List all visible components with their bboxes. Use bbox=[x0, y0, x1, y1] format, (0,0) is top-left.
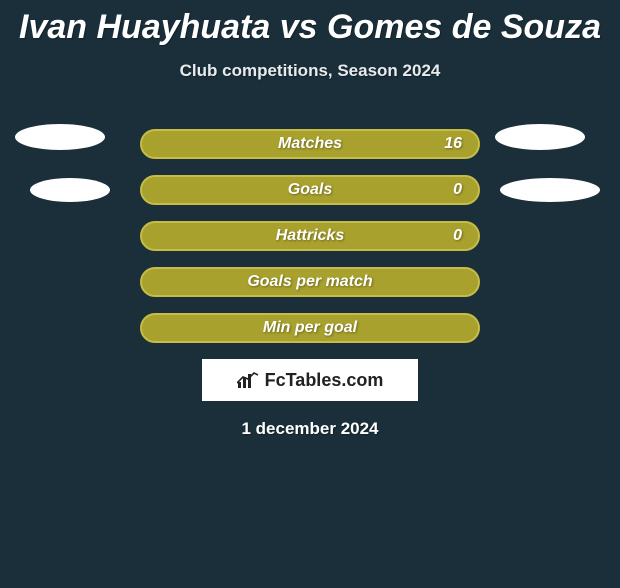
chart-icon bbox=[237, 371, 259, 389]
page-title: Ivan Huayhuata vs Gomes de Souza bbox=[0, 8, 620, 47]
stat-bar-value: 0 bbox=[453, 227, 462, 245]
stat-bar: Goals 0 bbox=[140, 175, 480, 205]
comparison-bars: Matches 16 Goals 0 Hattricks 0 Goals per match… bbox=[0, 129, 620, 343]
stat-bar-value: 16 bbox=[444, 135, 462, 153]
stat-bar: Min per goal bbox=[140, 313, 480, 343]
stat-bar-label: Goals bbox=[288, 181, 332, 199]
attribution-badge: FcTables.com bbox=[202, 359, 418, 401]
stat-bar-value: 0 bbox=[453, 181, 462, 199]
date-text: 1 december 2024 bbox=[0, 419, 620, 439]
attribution-text: FcTables.com bbox=[265, 370, 384, 391]
stat-bar-label: Matches bbox=[278, 135, 342, 153]
stat-bar: Hattricks 0 bbox=[140, 221, 480, 251]
stat-bar-label: Min per goal bbox=[263, 319, 357, 337]
stat-bar-label: Goals per match bbox=[247, 273, 372, 291]
side-ellipse bbox=[495, 124, 585, 150]
side-ellipse bbox=[15, 124, 105, 150]
stat-bar-label: Hattricks bbox=[276, 227, 344, 245]
side-ellipse bbox=[500, 178, 600, 202]
stat-bar: Matches 16 bbox=[140, 129, 480, 159]
page-subtitle: Club competitions, Season 2024 bbox=[0, 61, 620, 81]
stat-bar: Goals per match bbox=[140, 267, 480, 297]
side-ellipse bbox=[30, 178, 110, 202]
